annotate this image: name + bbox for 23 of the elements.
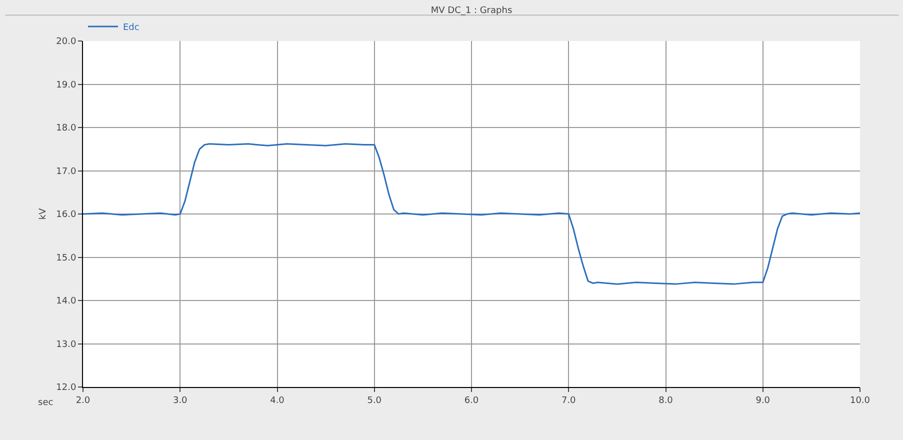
- y-tick-label: 18.0: [56, 124, 76, 134]
- y-tick-label: 13.0: [56, 340, 76, 350]
- x-tick-label: 5.0: [367, 396, 382, 406]
- y-tick-label: 15.0: [56, 253, 76, 264]
- y-tick-label: 12.0: [56, 383, 76, 394]
- x-tick-label: 4.0: [270, 396, 285, 406]
- x-tick-label: 3.0: [172, 396, 188, 406]
- y-tick-label: 16.0: [56, 210, 76, 220]
- y-tick-label: 14.0: [56, 296, 76, 307]
- y-tick-label: 17.0: [56, 166, 76, 177]
- x-tick-label: 9.0: [756, 396, 770, 406]
- y-axis-title: kV: [38, 207, 49, 220]
- y-tick-label: 20.0: [56, 37, 76, 48]
- x-tick-label: 2.0: [76, 396, 90, 406]
- chart-title: MV DC_1 : Graphs: [430, 6, 512, 16]
- x-tick-label: 8.0: [658, 396, 674, 406]
- x-axis-title: sec: [38, 398, 54, 408]
- legend-label: Edc: [123, 23, 140, 34]
- y-tick-label: 19.0: [56, 80, 76, 90]
- line-series: [83, 143, 860, 285]
- x-tick-label: 10.0: [850, 396, 870, 406]
- x-tick-label: 6.0: [464, 396, 479, 406]
- x-tick-label: 7.0: [561, 396, 576, 406]
